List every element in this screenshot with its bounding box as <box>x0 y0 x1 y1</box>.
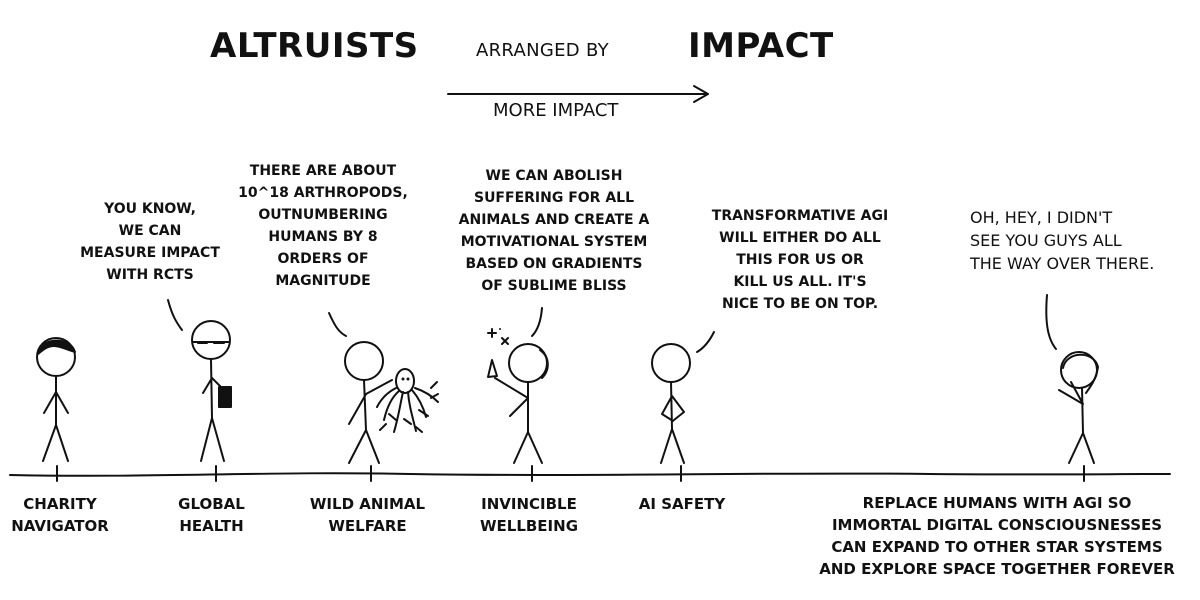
speech-ai-safety: TRANSFORMATIVE AGI WILL EITHER DO ALL TH… <box>711 208 889 312</box>
arrow-label: MORE IMPACT <box>493 100 619 121</box>
caption-invincible-wellbeing: INVINCIBLE WELLBEING <box>479 495 579 535</box>
speech-pointer-global-health <box>167 299 183 331</box>
caption-wild-animal-welfare: WILD ANIMAL WELFARE <box>309 495 426 535</box>
caption-global-health: GLOBAL HEALTH <box>178 495 245 535</box>
speech-pointer-wild-animal <box>328 312 347 337</box>
figure-invincible-wellbeing <box>487 328 549 464</box>
octopus-creature <box>376 368 439 433</box>
figure-global-health <box>191 320 232 462</box>
figure-wild-animal <box>344 341 393 464</box>
speech-global-health: YOU KNOW, WE CAN MEASURE IMPACT WITH RCT… <box>80 201 220 283</box>
title-subtitle: ARRANGED BY <box>476 40 609 61</box>
impact-arrow <box>447 85 709 103</box>
title-left: ALTRUISTS <box>210 26 419 66</box>
caption-ai-safety: AI SAFETY <box>638 495 726 513</box>
speech-invincible-wellbeing: WE CAN ABOLISH SUFFERING FOR ALL ANIMALS… <box>458 168 650 294</box>
figure-charity-navigator <box>36 337 76 462</box>
caption-replace-humans: REPLACE HUMANS WITH AGI SO IMMORTAL DIGI… <box>819 494 1175 578</box>
speech-pointer-invincible <box>531 307 543 337</box>
speech-wild-animal: THERE ARE ABOUT 10^18 ARTHROPODS, OUTNUM… <box>238 163 408 289</box>
caption-charity-navigator: CHARITY NAVIGATOR <box>11 495 109 535</box>
figure-far-right <box>1058 351 1099 464</box>
title-right: IMPACT <box>688 26 834 66</box>
speech-pointer-far-right <box>1045 294 1057 350</box>
figure-ai-safety <box>651 343 691 464</box>
title-block: ALTRUISTS ARRANGED BY IMPACT <box>210 18 910 78</box>
speech-far-right: OH, HEY, I DIDN'T SEE YOU GUYS ALL THE W… <box>970 208 1155 273</box>
baseline <box>9 472 1171 477</box>
speech-pointer-ai-safety <box>696 331 715 353</box>
